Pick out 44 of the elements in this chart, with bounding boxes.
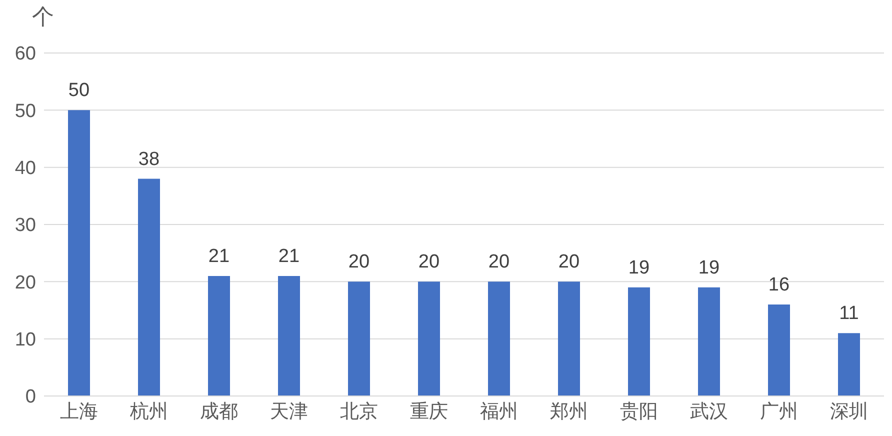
y-tick-label: 10: [14, 330, 36, 351]
data-label: 38: [138, 148, 160, 170]
x-tick-label: 北京: [340, 400, 378, 422]
x-tick-label: 深圳: [830, 401, 868, 422]
bar: [348, 282, 370, 396]
bar: [698, 287, 720, 396]
data-label: 21: [208, 246, 230, 267]
bar: [278, 276, 300, 396]
x-tick-label: 成都: [200, 401, 238, 422]
y-tick-label: 50: [14, 100, 36, 122]
bar: [558, 282, 580, 396]
x-tick-label: 杭州: [129, 401, 168, 422]
data-label: 11: [839, 303, 859, 324]
x-tick-label: 贵阳: [620, 401, 658, 422]
data-label: 16: [768, 274, 790, 296]
data-label: 50: [68, 80, 90, 102]
x-tick-label: 重庆: [410, 400, 448, 422]
bar: [768, 304, 790, 396]
data-label: 20: [348, 252, 370, 273]
x-tick-label: 天津: [270, 401, 308, 422]
y-tick-label: 30: [14, 215, 36, 236]
data-label: 20: [488, 252, 510, 273]
y-tick-label: 40: [14, 158, 36, 180]
bar: [488, 282, 510, 396]
x-tick-label: 上海: [60, 401, 98, 422]
bar: [68, 110, 90, 396]
bar: [138, 178, 160, 396]
y-axis-title: 个: [32, 3, 54, 31]
bar: [208, 276, 230, 396]
data-label: 20: [558, 252, 580, 273]
y-tick-label: 60: [14, 44, 36, 65]
data-label: 21: [278, 246, 300, 267]
bar: [628, 287, 650, 396]
x-tick-label: 郑州: [550, 401, 588, 422]
y-tick-label: 0: [25, 386, 36, 408]
x-tick-label: 武汉: [690, 401, 728, 422]
bar: [418, 282, 440, 396]
x-tick-label: 广州: [760, 400, 798, 422]
x-tick-label: 福州: [480, 401, 518, 422]
bar: [838, 333, 860, 396]
data-label: 20: [418, 252, 440, 273]
data-label: 19: [698, 257, 720, 278]
data-label: 19: [628, 257, 650, 278]
y-tick-label: 20: [14, 272, 36, 294]
